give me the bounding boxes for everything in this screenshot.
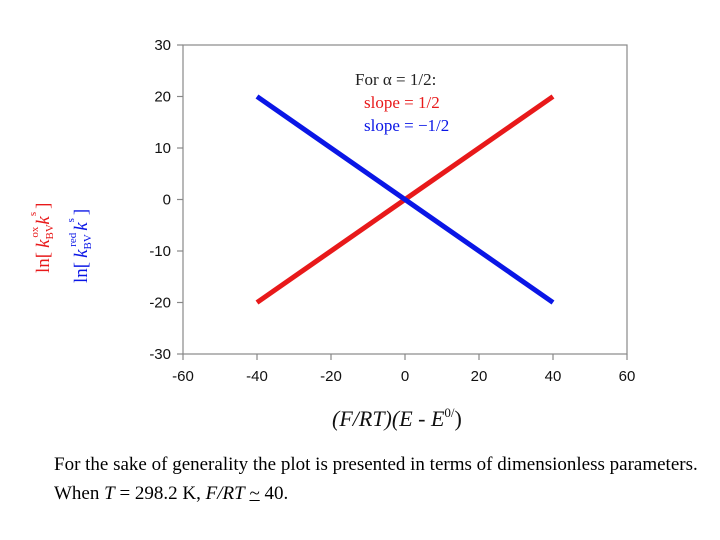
y-tick-label: -30 — [149, 346, 171, 363]
x-tick-label: 0 — [401, 368, 409, 385]
legend-entry-slope-negative: slope = −1/2 — [364, 116, 449, 135]
x-tick-label: 60 — [619, 368, 636, 385]
caption-text-1: For the sake of generality the plot is p… — [54, 454, 698, 504]
series-line-slope-negative — [255, 94, 555, 305]
y-tick-label: 20 — [154, 89, 171, 106]
ylabel-blue-ks: k — [71, 222, 92, 231]
legend-entry-slope-positive: slope = 1/2 — [364, 93, 440, 112]
ylabel-red-ks: k — [33, 216, 54, 225]
x-axis-label-close: ) — [455, 406, 462, 431]
ylabel-blue-red: red — [67, 232, 79, 247]
x-tick-label: -60 — [172, 368, 194, 385]
y-tick-label: 0 — [163, 192, 171, 209]
x-tick-label: -20 — [320, 368, 342, 385]
series-layer — [255, 94, 555, 305]
x-tick-label: 40 — [545, 368, 562, 385]
caption-text-3: 40. — [259, 483, 289, 504]
ylabel-red-bv: BV — [44, 224, 56, 239]
legend-title: For α = 1/2: — [355, 70, 436, 89]
ylabel-blue-ln: ln[ — [71, 262, 92, 283]
ylabel-blue-k: k — [71, 249, 92, 258]
x-axis-label-superscript: 0/ — [444, 405, 455, 420]
ylabel-blue-s: s — [65, 218, 77, 222]
y-tick-label: 10 — [154, 140, 171, 157]
y-axis-label-red: ln[kBVoxks] — [27, 203, 56, 273]
y-ticks: -30 -20 -10 0 10 20 30 — [149, 37, 183, 363]
ylabel-blue-close: ] — [71, 209, 92, 215]
ylabel-red-k: k — [33, 239, 54, 248]
svg-text:ln[kBVoxks]: ln[kBVoxks] — [27, 203, 56, 273]
x-axis-label-main: (F/RT)(E - E — [332, 406, 445, 431]
chart: -60 -40 -20 0 20 40 60 -30 -20 -10 0 10 20 30 For α … — [27, 37, 635, 431]
legend: For α = 1/2: slope = 1/2 slope = −1/2 — [355, 70, 449, 135]
y-tick-label: -10 — [149, 243, 171, 260]
caption: For the sake of generality the plot is p… — [54, 450, 714, 508]
caption-frt: F/RT — [205, 483, 245, 504]
x-tick-label: 20 — [471, 368, 488, 385]
ylabel-red-ln: ln[ — [33, 252, 54, 273]
y-tick-label: 30 — [154, 37, 171, 54]
x-ticks: -60 -40 -20 0 20 40 60 — [172, 354, 635, 385]
ylabel-blue-bv: BV — [82, 234, 94, 249]
x-tick-label: -40 — [246, 368, 268, 385]
y-axis-label-blue: ln[kBVredks] — [65, 209, 94, 283]
caption-text-2: = 298.2 K, — [114, 483, 206, 504]
x-axis-label: (F/RT)(E - E0/) — [332, 405, 462, 431]
ylabel-red-s: s — [27, 212, 39, 216]
caption-approx: ~ — [249, 483, 260, 504]
caption-T: T — [104, 483, 115, 504]
y-tick-label: -20 — [149, 295, 171, 312]
ylabel-red-ox: ox — [29, 226, 41, 238]
ylabel-red-close: ] — [33, 203, 54, 209]
svg-text:ln[kBVredks]: ln[kBVredks] — [65, 209, 94, 283]
